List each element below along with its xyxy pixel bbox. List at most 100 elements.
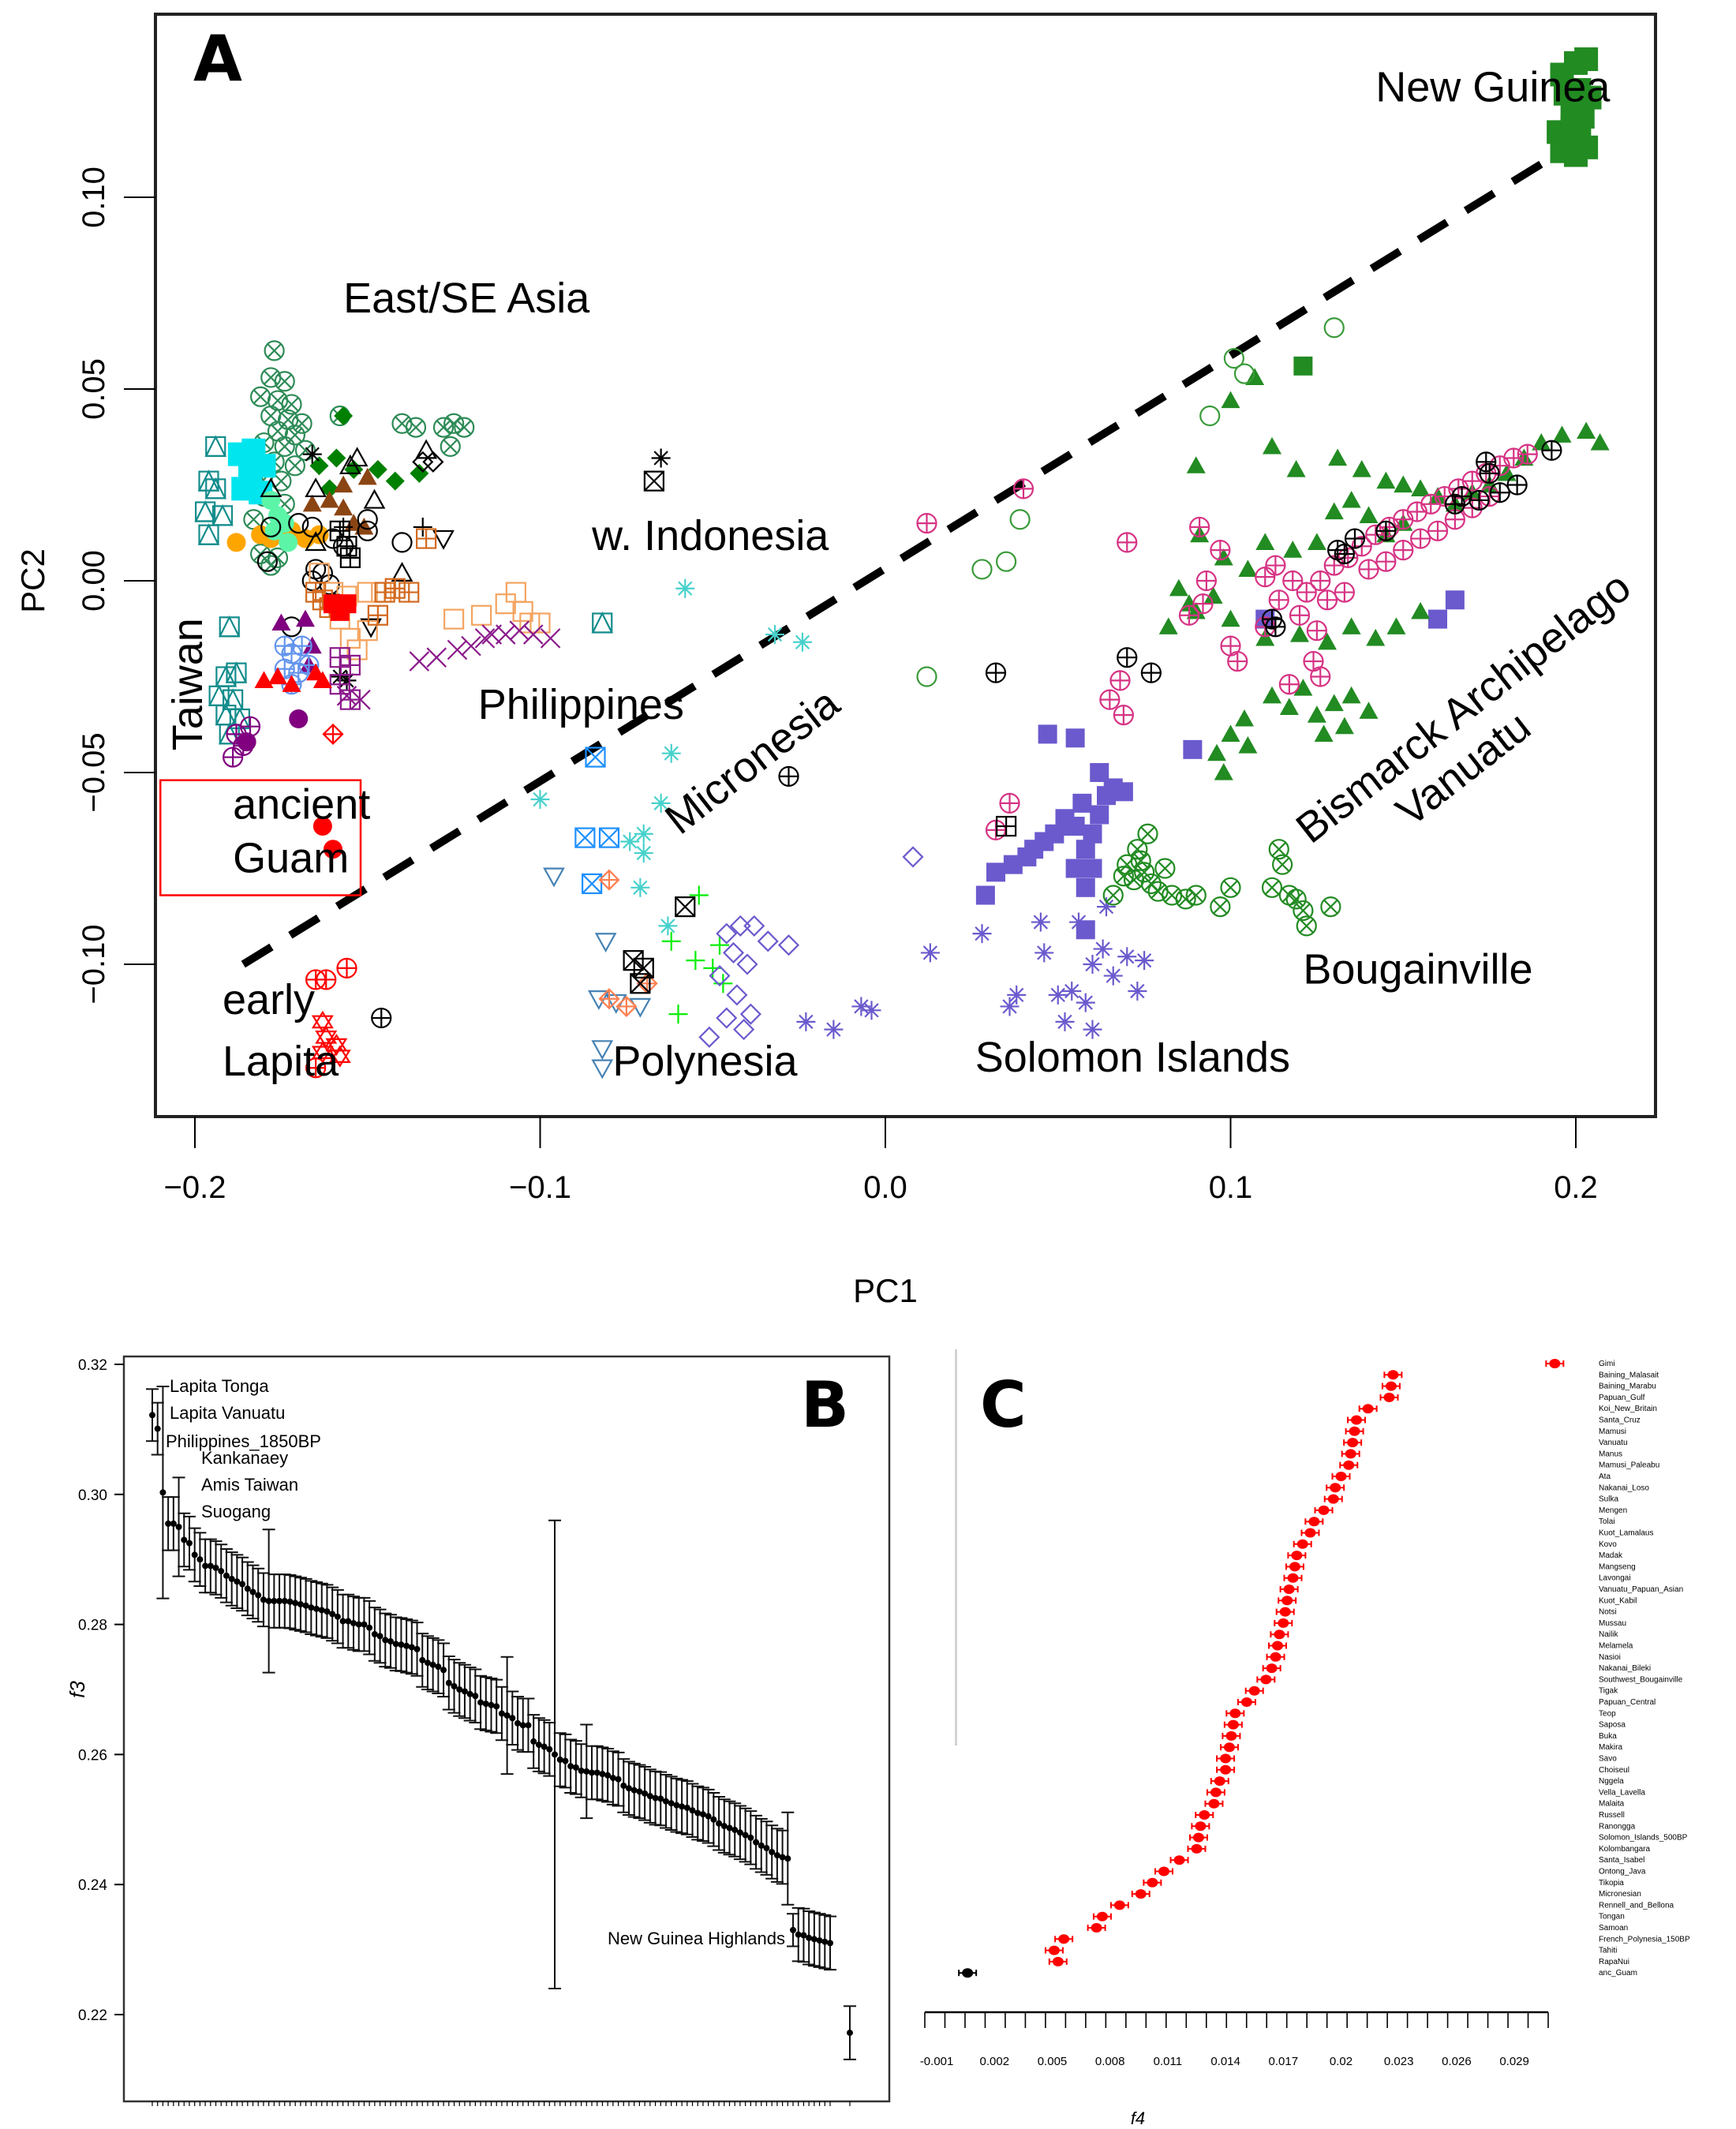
data-point	[1214, 548, 1233, 566]
data-point	[346, 639, 368, 660]
data-point	[1489, 482, 1510, 503]
point-label-lapita-tonga: Lapita Tonga	[170, 1376, 269, 1396]
population-label: Lavongai	[1599, 1574, 1631, 1583]
population-label: Sulka	[1599, 1495, 1618, 1504]
data-point	[1290, 625, 1309, 642]
data-point	[1341, 617, 1361, 634]
population-label: Vanuatu_Papuan_Asian	[1599, 1585, 1683, 1594]
data-point	[279, 533, 298, 552]
errorbar-point	[241, 1561, 254, 1617]
data-point	[368, 460, 387, 480]
data-point	[1394, 475, 1413, 493]
errorbar-point	[522, 1697, 535, 1753]
data-point	[1147, 881, 1169, 902]
series-solomon-islands-diamonds	[698, 846, 924, 1048]
data-point	[311, 1010, 334, 1033]
data-point	[354, 517, 374, 535]
y-tick-label: −0.10	[77, 924, 111, 1004]
data-point	[1130, 850, 1151, 871]
errorbar-point-santa-cruz	[1347, 1415, 1367, 1425]
data-point	[689, 885, 709, 905]
errorbar-point	[675, 1779, 689, 1835]
data-point	[1128, 982, 1147, 1001]
data-point	[1286, 460, 1306, 477]
population-label: Ontong_Java	[1599, 1868, 1646, 1876]
errorbar-point-nasioi	[1266, 1652, 1285, 1662]
data-point	[713, 974, 733, 993]
data-point	[543, 867, 565, 888]
y-tick-label: 0.32	[78, 1357, 107, 1374]
data-point	[1263, 436, 1281, 455]
data-point	[1076, 993, 1095, 1012]
x-tick-label: 0.014	[1210, 2055, 1240, 2068]
population-label: Mamusi	[1599, 1427, 1626, 1436]
x-tick-label: 0.1	[1209, 1170, 1253, 1205]
population-label: Samoan	[1599, 1924, 1628, 1933]
data-point	[1283, 541, 1303, 558]
x-tick-label: 0.002	[980, 2055, 1010, 2068]
errorbar-point	[813, 1913, 826, 1968]
data-point	[319, 574, 340, 595]
data-point	[329, 647, 350, 668]
errorbar-point	[458, 1663, 471, 1719]
data-point	[851, 997, 871, 1016]
errorbar-point-notsi	[1275, 1607, 1295, 1617]
errorbar-point	[643, 1768, 657, 1824]
population-label: Tahiti	[1599, 1947, 1617, 1955]
data-point	[1577, 421, 1596, 440]
data-point	[1134, 862, 1155, 883]
y-tick-label: 0.30	[78, 1487, 107, 1504]
population-label: Mangseng	[1599, 1562, 1636, 1571]
population-label: Baining_Malasait	[1599, 1371, 1659, 1379]
x-tick-label: 0.029	[1499, 2055, 1529, 2068]
errorbar-point-teop	[1225, 1708, 1245, 1719]
data-point	[1235, 709, 1254, 727]
data-point	[1323, 317, 1345, 339]
data-point	[634, 844, 653, 863]
data-point	[1296, 582, 1317, 603]
data-point	[1489, 455, 1510, 477]
errorbar-point	[236, 1556, 249, 1612]
data-point	[743, 915, 765, 937]
errorbar-point	[252, 1567, 265, 1623]
population-label: Southwest_Bougainville	[1599, 1675, 1683, 1684]
population-label: Mamusi_Paleabu	[1599, 1461, 1659, 1470]
x-tick-label: 0.0	[863, 1170, 907, 1205]
errorbar-point	[182, 1515, 196, 1571]
data-point	[634, 824, 653, 844]
data-point	[633, 957, 654, 978]
data-point	[1359, 702, 1379, 719]
errorbar-point	[166, 1496, 180, 1551]
errorbar-point	[178, 1512, 191, 1568]
data-point	[703, 958, 723, 978]
population-label: Nggela	[1599, 1777, 1624, 1786]
data-point	[204, 435, 227, 458]
data-point	[623, 950, 644, 971]
errorbar-point-mussau	[1274, 1618, 1293, 1628]
data-point	[716, 1007, 738, 1029]
data-point	[415, 439, 437, 459]
data-point	[902, 846, 924, 868]
data-point	[204, 477, 227, 500]
data-point	[288, 512, 309, 534]
panel-b-axes: 0.22 0.24 0.26 0.28 0.30 0.32 f3	[65, 1357, 851, 2106]
data-point	[1293, 900, 1314, 922]
errorbar-point	[765, 1824, 779, 1880]
series-kankanaey	[274, 635, 320, 695]
errorbar-point	[733, 1805, 746, 1861]
data-point	[322, 528, 344, 549]
series-bismarck-square	[1293, 356, 1313, 376]
errorbar-point	[283, 1573, 297, 1629]
data-point	[661, 743, 681, 763]
region-label-polynesia: Polynesia	[612, 1038, 798, 1085]
data-point	[1376, 471, 1396, 489]
data-point	[1289, 604, 1311, 626]
population-label: Papuan_Central	[1599, 1698, 1656, 1707]
errorbar-point	[543, 1722, 556, 1777]
data-point	[1083, 1020, 1102, 1039]
panel-a-plot-frame	[154, 13, 1657, 1118]
data-point	[1341, 686, 1361, 704]
data-point	[1221, 391, 1240, 409]
data-point	[916, 666, 937, 687]
data-point	[316, 969, 337, 990]
